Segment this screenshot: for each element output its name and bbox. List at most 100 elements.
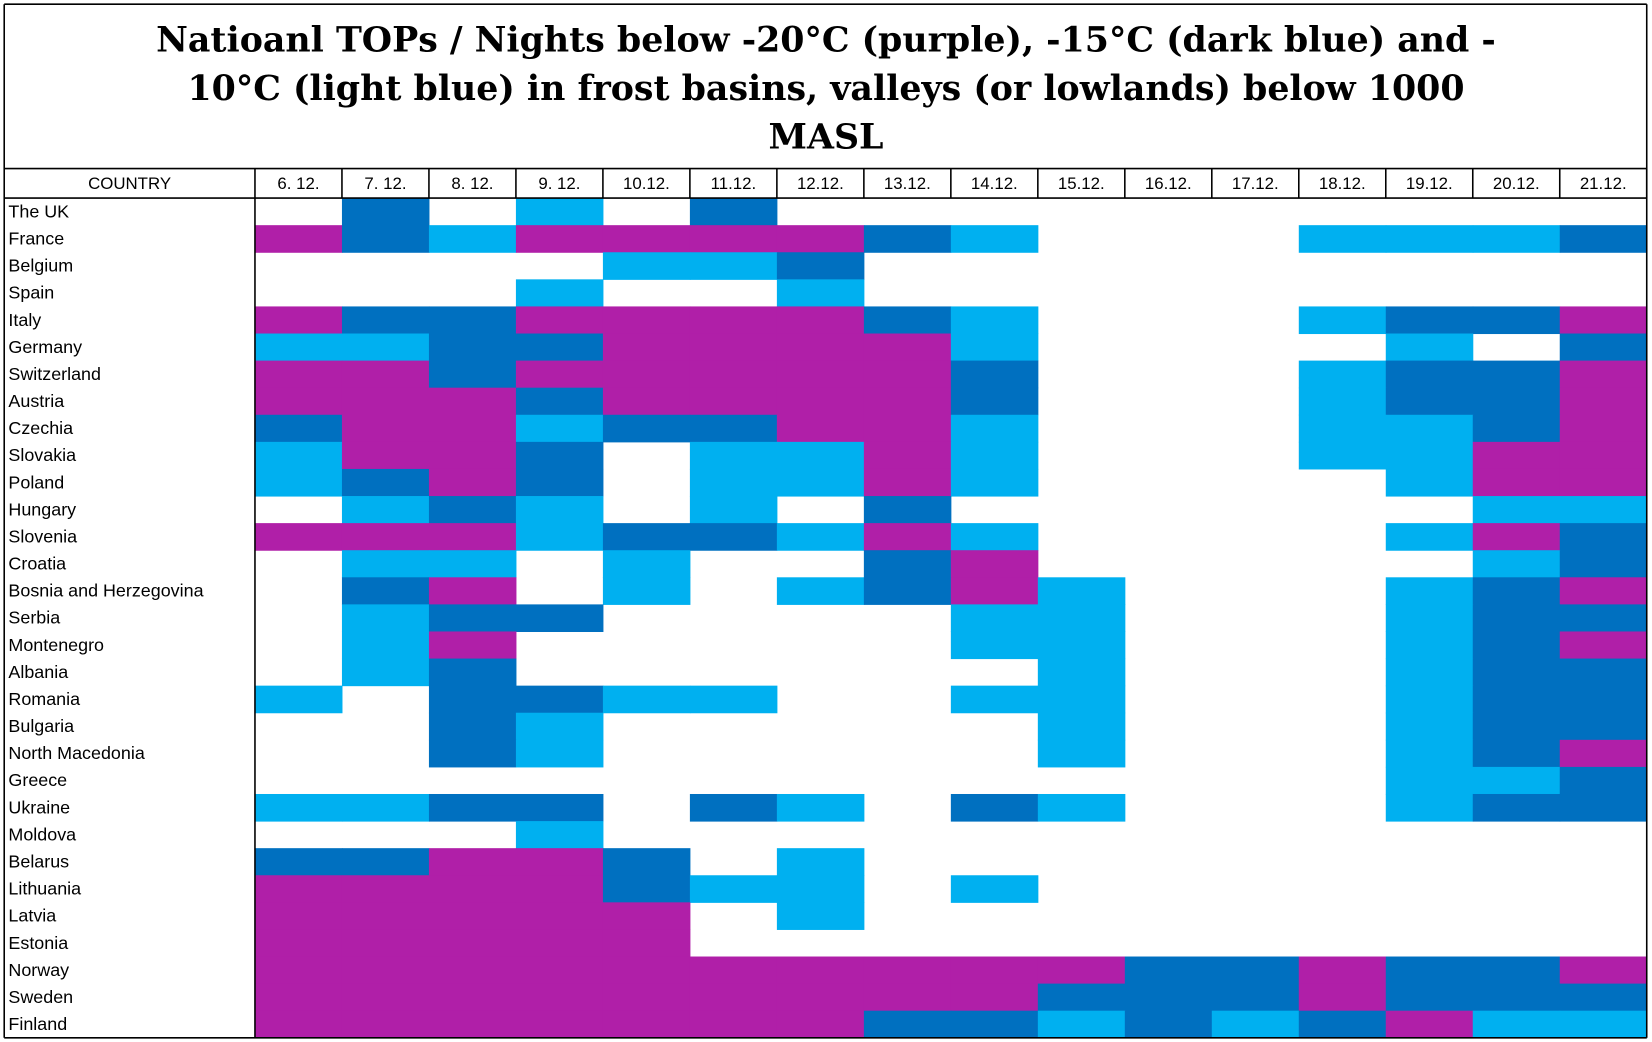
frost-cell	[515, 523, 604, 551]
column-header: 20.12.	[1493, 174, 1540, 193]
frost-cell	[515, 848, 604, 876]
frost-cell	[428, 523, 517, 551]
frost-cell	[254, 875, 343, 903]
frost-cell	[602, 983, 691, 1012]
frost-cell	[254, 929, 343, 958]
frost-cell	[515, 604, 604, 632]
frost-cell	[341, 523, 430, 551]
frost-cell	[1385, 793, 1474, 822]
frost-cell	[1037, 793, 1126, 822]
frost-cell	[602, 387, 691, 416]
frost-cell	[1472, 956, 1561, 985]
frost-cell	[776, 441, 865, 470]
country-name: Bosnia and Herzegovina	[8, 581, 203, 601]
frost-cell	[776, 414, 865, 443]
frost-cell	[1385, 523, 1474, 551]
column-header: 21.12.	[1580, 174, 1627, 193]
frost-cell	[254, 685, 343, 714]
frost-cell	[1559, 658, 1648, 687]
frost-cell	[863, 306, 952, 335]
frost-cell	[428, 333, 517, 362]
column-header: 8. 12.	[451, 174, 493, 193]
frost-cell	[1385, 333, 1474, 362]
frost-cell	[602, 685, 691, 714]
frost-cell	[776, 875, 865, 903]
frost-cell	[950, 793, 1039, 822]
frost-cell	[776, 279, 865, 307]
frost-cell	[1385, 983, 1474, 1012]
column-header: 6. 12.	[277, 174, 319, 193]
frost-cell	[428, 550, 517, 578]
frost-cell	[602, 333, 691, 362]
frost-cell	[1385, 577, 1474, 605]
frost-cell	[254, 1010, 343, 1039]
frost-cell	[1559, 441, 1648, 470]
column-header: COUNTRY	[88, 174, 171, 193]
country-name: Slovenia	[8, 526, 77, 546]
frost-cell	[1472, 496, 1561, 524]
frost-cell	[1037, 712, 1126, 741]
frost-cell	[1037, 1010, 1126, 1039]
frost-cell	[1037, 631, 1126, 660]
frost-cell	[863, 468, 952, 497]
frost-cell	[341, 198, 430, 226]
frost-cell	[863, 983, 952, 1012]
frost-cell	[254, 523, 343, 551]
frost-cell	[428, 685, 517, 714]
country-name: Poland	[8, 472, 64, 492]
frost-cell	[515, 306, 604, 335]
frost-cell	[602, 956, 691, 985]
frost-cell	[1472, 604, 1561, 632]
frost-cell	[689, 387, 778, 416]
frost-cell	[863, 523, 952, 551]
frost-cell	[515, 793, 604, 822]
frost-cell	[950, 1010, 1039, 1039]
frost-cell	[1385, 604, 1474, 632]
frost-cell	[1559, 793, 1648, 822]
frost-cell	[602, 306, 691, 335]
frost-cell	[341, 387, 430, 416]
frost-cell	[515, 739, 604, 768]
country-name: Spain	[8, 283, 54, 303]
frost-cell	[428, 631, 517, 660]
frost-cell	[602, 523, 691, 551]
frost-cell	[950, 577, 1039, 605]
frost-cell	[950, 983, 1039, 1012]
frost-cell	[776, 1010, 865, 1039]
frost-cell	[1472, 523, 1561, 551]
frost-cell	[689, 225, 778, 253]
frost-cell	[776, 360, 865, 389]
frost-cell	[1211, 956, 1300, 985]
frost-cell	[1472, 306, 1561, 335]
frost-cell	[1385, 631, 1474, 660]
frost-cell	[515, 441, 604, 470]
frost-cell	[428, 983, 517, 1012]
frost-cell	[1298, 306, 1387, 335]
frost-cell	[689, 1010, 778, 1039]
frost-cell	[341, 875, 430, 903]
frost-cell	[950, 550, 1039, 578]
frost-cell	[1559, 306, 1648, 335]
frost-cell	[863, 956, 952, 985]
frost-cell	[1298, 956, 1387, 985]
frost-cell	[1385, 658, 1474, 687]
frost-cell	[515, 983, 604, 1012]
frost-cell	[1559, 604, 1648, 632]
frost-cell	[428, 793, 517, 822]
frost-cell	[863, 225, 952, 253]
frost-cell	[950, 414, 1039, 443]
frost-cell	[254, 306, 343, 335]
frost-cell	[428, 496, 517, 524]
frost-cell	[1472, 441, 1561, 470]
frost-cell	[1472, 793, 1561, 822]
title-line: MASL	[769, 117, 884, 158]
frost-cell	[1037, 577, 1126, 605]
frost-cell	[1385, 956, 1474, 985]
frost-cell	[254, 902, 343, 930]
frost-cell	[428, 848, 517, 876]
frost-cell	[254, 441, 343, 470]
frost-cell	[254, 956, 343, 985]
frost-cell	[341, 604, 430, 632]
frost-cell	[776, 577, 865, 605]
